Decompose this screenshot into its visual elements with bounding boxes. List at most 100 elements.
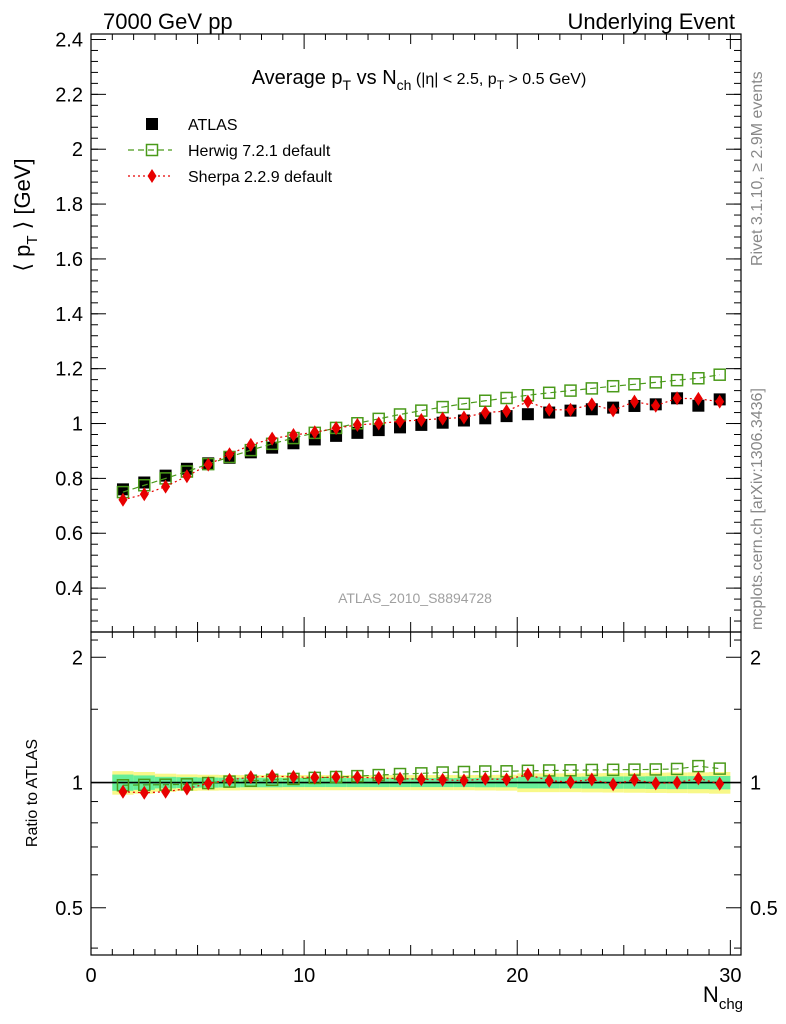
ratio-data-point bbox=[670, 762, 684, 776]
ratio-panel: Ratio to ATLAS Nchg 0.5 0.51 12 20 10 20 30 bbox=[24, 631, 778, 1013]
data-point bbox=[502, 404, 512, 419]
legend-label: Sherpa 2.2.9 default bbox=[188, 169, 333, 186]
ratio-y-tick-label-right: 0.5 bbox=[750, 898, 778, 920]
y-tick-label: 1 bbox=[72, 414, 83, 436]
data-point bbox=[715, 394, 725, 409]
data-point bbox=[628, 378, 641, 391]
data-point bbox=[138, 476, 151, 489]
ratio-y-tick-label-right: 1 bbox=[750, 773, 761, 795]
data-point bbox=[310, 425, 320, 440]
ratio-data-point bbox=[651, 776, 661, 791]
main-ticks: 0.4 0.6 0.8 1 1.2 1.4 1.6 1.8 2 2.2 2.4 bbox=[55, 29, 741, 632]
data-point bbox=[246, 437, 256, 452]
data-point bbox=[203, 457, 213, 472]
data-point bbox=[713, 368, 726, 381]
y-tick-label: 2.2 bbox=[55, 84, 83, 106]
data-point bbox=[672, 391, 682, 406]
ratio-data-point bbox=[715, 776, 725, 791]
ratio-series bbox=[116, 759, 726, 800]
ratio-data-point bbox=[331, 770, 341, 785]
ratio-y-tick-label: 0.5 bbox=[55, 898, 83, 920]
main-title: Average pT vs Nch (|η| < 2.5, pT > 0.5 G… bbox=[252, 67, 587, 93]
data-point bbox=[182, 469, 192, 484]
ratio-y-tick-label: 1 bbox=[72, 773, 83, 795]
data-point bbox=[608, 403, 618, 418]
data-point bbox=[161, 479, 171, 494]
ratio-y-tick-label: 2 bbox=[72, 647, 83, 669]
data-point bbox=[651, 398, 661, 413]
data-point bbox=[267, 431, 277, 446]
legend-marker bbox=[145, 143, 159, 157]
y-tick-label: 0.6 bbox=[55, 523, 83, 545]
ratio-data-point bbox=[566, 774, 576, 789]
ratio-data-point bbox=[672, 775, 682, 790]
data-point bbox=[480, 405, 490, 420]
ratio-data-point bbox=[310, 770, 320, 785]
data-point bbox=[606, 379, 620, 393]
main-y-axis-label: ⟨ pT ⟩ [GeV] bbox=[10, 158, 41, 271]
rivet-label: Rivet 3.1.10, ≥ 2.9M events bbox=[749, 71, 766, 266]
ratio-data-point bbox=[459, 773, 469, 788]
ratio-data-point bbox=[438, 772, 448, 787]
data-point bbox=[288, 428, 298, 443]
data-point bbox=[459, 410, 469, 425]
data-point bbox=[457, 397, 471, 411]
data-point bbox=[395, 414, 405, 429]
y-tick-label: 0.4 bbox=[55, 578, 83, 600]
data-point bbox=[693, 391, 703, 406]
data-point bbox=[523, 394, 533, 409]
data-point bbox=[629, 394, 639, 409]
x-tick-label: 30 bbox=[719, 965, 741, 987]
x-tick-label: 10 bbox=[293, 965, 315, 987]
watermark: ATLAS_2010_S8894728 bbox=[338, 590, 492, 606]
ratio-data-point bbox=[606, 763, 620, 777]
data-point bbox=[585, 382, 599, 395]
ratio-data-point bbox=[502, 772, 512, 787]
ratio-data-point bbox=[587, 772, 597, 787]
data-point bbox=[542, 386, 556, 400]
y-tick-label: 0.8 bbox=[55, 468, 83, 490]
data-point bbox=[692, 372, 705, 385]
data-point bbox=[352, 417, 362, 432]
header-right: Underlying Event bbox=[567, 9, 735, 34]
x-tick-label: 0 bbox=[85, 965, 96, 987]
data-point bbox=[331, 421, 341, 436]
y-tick-label: 1.8 bbox=[55, 194, 83, 216]
ratio-ticks: 0.5 0.51 12 20 10 20 30 bbox=[55, 632, 778, 987]
data-point bbox=[649, 376, 663, 389]
data-point bbox=[308, 433, 321, 446]
ratio-data-point bbox=[352, 770, 362, 785]
ratio-data-point bbox=[480, 771, 490, 786]
ratio-data-point bbox=[288, 769, 298, 784]
ratio-data-point bbox=[203, 776, 213, 791]
data-point bbox=[544, 402, 554, 417]
main-series bbox=[116, 368, 726, 507]
ratio-data-point bbox=[182, 781, 192, 796]
header-left: 7000 GeV pp bbox=[103, 9, 233, 34]
ratio-data-point bbox=[395, 771, 405, 786]
legend-marker bbox=[146, 118, 158, 130]
ratio-y-axis-label: Ratio to ATLAS bbox=[24, 739, 41, 847]
y-tick-label: 2.4 bbox=[55, 29, 83, 51]
data-point bbox=[139, 487, 149, 502]
series-line bbox=[122, 374, 720, 493]
ratio-data-point bbox=[267, 769, 277, 784]
ratio-data-point bbox=[118, 784, 128, 799]
data-point bbox=[351, 426, 364, 439]
legend-label: ATLAS bbox=[188, 117, 238, 134]
data-point bbox=[564, 384, 577, 397]
ratio-data-point bbox=[713, 762, 726, 775]
ratio-data-point bbox=[416, 772, 426, 787]
x-tick-label: 20 bbox=[506, 965, 528, 987]
ratio-data-point bbox=[161, 784, 171, 799]
legend-label: Herwig 7.2.1 default bbox=[188, 143, 331, 160]
data-point bbox=[521, 408, 534, 421]
ratio-data-point bbox=[139, 785, 149, 800]
data-point bbox=[118, 492, 128, 507]
ratio-data-point bbox=[523, 767, 533, 782]
ratio-series-line bbox=[122, 773, 720, 794]
ratio-data-point bbox=[649, 763, 663, 776]
legend: ATLAS Herwig 7.2.1 default Sherpa 2.2.9 de… bbox=[128, 117, 333, 186]
data-point bbox=[225, 447, 235, 462]
